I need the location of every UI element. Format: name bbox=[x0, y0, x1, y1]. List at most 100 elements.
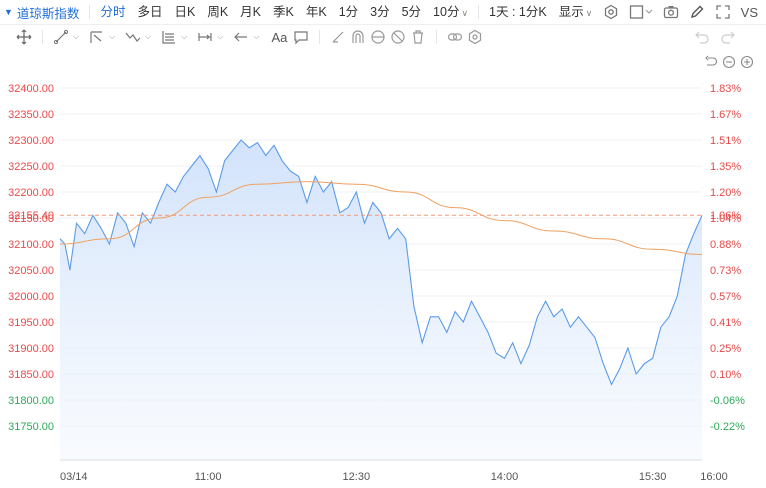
chevron-down-icon[interactable]: ⌵ bbox=[253, 32, 260, 41]
lock-drawing-icon[interactable] bbox=[370, 29, 386, 45]
toolbar-divider bbox=[436, 30, 438, 44]
y-right-tick-label: 1.51% bbox=[710, 135, 741, 147]
y-tick-label: 31950.00 bbox=[8, 317, 54, 329]
zoom-out-icon[interactable] bbox=[722, 55, 736, 69]
more-period-dropdown[interactable]: 10分 bbox=[427, 0, 474, 24]
magnet-icon[interactable] bbox=[350, 29, 366, 45]
hide-drawings-icon[interactable] bbox=[390, 29, 406, 45]
chevron-down-icon[interactable]: ⌵ bbox=[73, 32, 80, 41]
period-tab[interactable]: 月K bbox=[240, 5, 261, 19]
chevron-down-icon[interactable]: ⌵ bbox=[181, 32, 188, 41]
chevron-down-icon: ▼ bbox=[4, 7, 13, 17]
y-right-tick-label: 1.67% bbox=[710, 109, 741, 121]
fibonacci-tool-icon[interactable] bbox=[161, 29, 177, 45]
y-right-tick-label: 1.35% bbox=[710, 161, 741, 173]
text-tool-button[interactable]: Aa bbox=[271, 29, 288, 45]
average-price-line bbox=[59, 181, 703, 255]
chevron-down-icon[interactable]: ⌵ bbox=[109, 32, 116, 41]
period-tab[interactable]: 周K bbox=[207, 5, 229, 19]
y-axis-right: 1.83% 1.67% 1.51% 1.35% 1.20% 1.04% 0.88% 0.73%… bbox=[710, 83, 745, 433]
display-dropdown[interactable]: 显示 bbox=[553, 0, 599, 24]
symbol-selector[interactable]: ▼ 道琼斯指数 bbox=[0, 0, 85, 24]
toolbar-separator bbox=[0, 24, 766, 25]
y-right-tick-label: -0.06% bbox=[710, 395, 745, 407]
x-axis: 03/14 11:00 12:30 14:00 15:30 16:00 bbox=[60, 471, 728, 483]
x-tick-label: 03/14 bbox=[60, 471, 88, 483]
x-tick-label: 15:30 bbox=[639, 471, 667, 483]
y-tick-label: 32400.00 bbox=[8, 83, 54, 95]
undo-icon[interactable] bbox=[694, 29, 710, 45]
y-right-tick-label: 1.20% bbox=[710, 187, 741, 199]
toolbar-divider bbox=[89, 5, 91, 19]
y-tick-label: 32250.00 bbox=[8, 161, 54, 173]
trash-icon[interactable] bbox=[410, 29, 426, 45]
y-tick-label: 32300.00 bbox=[8, 135, 54, 147]
period-tab[interactable]: 1分 bbox=[338, 5, 359, 19]
trend-line-icon[interactable] bbox=[53, 29, 69, 45]
wave-tool-icon[interactable] bbox=[125, 29, 141, 45]
period-tab[interactable]: 日K bbox=[174, 5, 196, 19]
chevron-down-icon[interactable]: ⌵ bbox=[145, 32, 152, 41]
x-tick-label: 14:00 bbox=[491, 471, 519, 483]
ruler-icon[interactable] bbox=[330, 29, 346, 45]
history-controls bbox=[694, 29, 766, 45]
y-right-tick-label: 0.73% bbox=[710, 265, 741, 277]
period-tab[interactable]: 3分 bbox=[370, 5, 390, 19]
y-right-tick-label: 0.88% bbox=[710, 239, 741, 251]
chart-style-icon[interactable] bbox=[629, 4, 653, 20]
fullscreen-icon[interactable] bbox=[715, 4, 731, 20]
period-tab[interactable]: 多日 bbox=[137, 5, 163, 19]
y-tick-label: 32350.00 bbox=[8, 109, 54, 121]
y-tick-label: 31900.00 bbox=[8, 343, 54, 355]
y-tick-label: 32000.00 bbox=[8, 291, 54, 303]
y-right-tick-label: 0.57% bbox=[710, 291, 741, 303]
y-tick-label: 31800.00 bbox=[8, 395, 54, 407]
x-tick-label: 11:00 bbox=[195, 471, 222, 483]
y-tick-label: 32100.00 bbox=[8, 239, 54, 251]
drawing-toolbar: ⌵ ⌵ ⌵ ⌵ ⌵ ⌵ Aa bbox=[0, 25, 766, 49]
zoom-in-icon[interactable] bbox=[740, 55, 754, 69]
range-tool-icon[interactable] bbox=[197, 29, 213, 45]
x-tick-label: 16:00 bbox=[700, 471, 728, 483]
compare-button[interactable]: VS bbox=[740, 4, 758, 20]
crosshair-move-icon[interactable] bbox=[16, 29, 32, 45]
price-area bbox=[60, 140, 702, 460]
reset-zoom-icon[interactable] bbox=[704, 55, 718, 69]
toolbar-divider bbox=[319, 30, 321, 44]
y-tick-label: 31850.00 bbox=[8, 369, 54, 381]
period-tab[interactable]: 分时 bbox=[100, 5, 126, 19]
period-tab[interactable]: 5分 bbox=[401, 5, 422, 19]
period-tab[interactable]: 季K bbox=[273, 5, 294, 19]
y-tick-label: 32050.00 bbox=[8, 265, 54, 277]
y-right-tick-label: 1.04% bbox=[710, 213, 741, 225]
arrow-tool-icon[interactable] bbox=[233, 29, 249, 45]
period-tabs: 分时 多日 日K 周K 月K 季K 年K 1分 3分 5分 bbox=[94, 0, 427, 24]
drawing-settings-icon[interactable] bbox=[467, 29, 483, 45]
chevron-down-icon[interactable]: ⌵ bbox=[217, 32, 224, 41]
y-right-tick-label: 0.10% bbox=[710, 369, 741, 381]
toolbar-divider bbox=[478, 5, 480, 19]
interval-selector[interactable]: 1天 : 1分K bbox=[489, 5, 547, 19]
x-tick-label: 12:30 bbox=[343, 471, 371, 483]
y-right-tick-label: 0.41% bbox=[710, 317, 741, 329]
comment-tool-icon[interactable] bbox=[293, 29, 309, 45]
toolbar-icons: VS bbox=[603, 4, 766, 20]
y-tick-label: 32200.00 bbox=[8, 187, 54, 199]
symbol-name: 道琼斯指数 bbox=[16, 6, 80, 21]
price-line bbox=[59, 139, 703, 386]
y-right-tick-label: -0.22% bbox=[710, 421, 745, 433]
pencil-icon[interactable] bbox=[689, 4, 705, 20]
redo-icon[interactable] bbox=[720, 29, 736, 45]
period-tab[interactable]: 年K bbox=[305, 5, 327, 19]
camera-icon[interactable] bbox=[663, 4, 679, 20]
y-axis-left: 32400.00 32350.00 32300.00 32250.00 32200.00… bbox=[8, 83, 54, 433]
link-toggle-icon[interactable] bbox=[447, 29, 463, 45]
current-percent-label: 1.06% bbox=[710, 210, 741, 222]
y-tick-label: 31750.00 bbox=[8, 421, 54, 433]
y-right-tick-label: 1.83% bbox=[710, 83, 741, 95]
channel-tool-icon[interactable] bbox=[89, 29, 105, 45]
zoom-controls bbox=[704, 55, 754, 69]
settings-icon[interactable] bbox=[603, 4, 619, 20]
